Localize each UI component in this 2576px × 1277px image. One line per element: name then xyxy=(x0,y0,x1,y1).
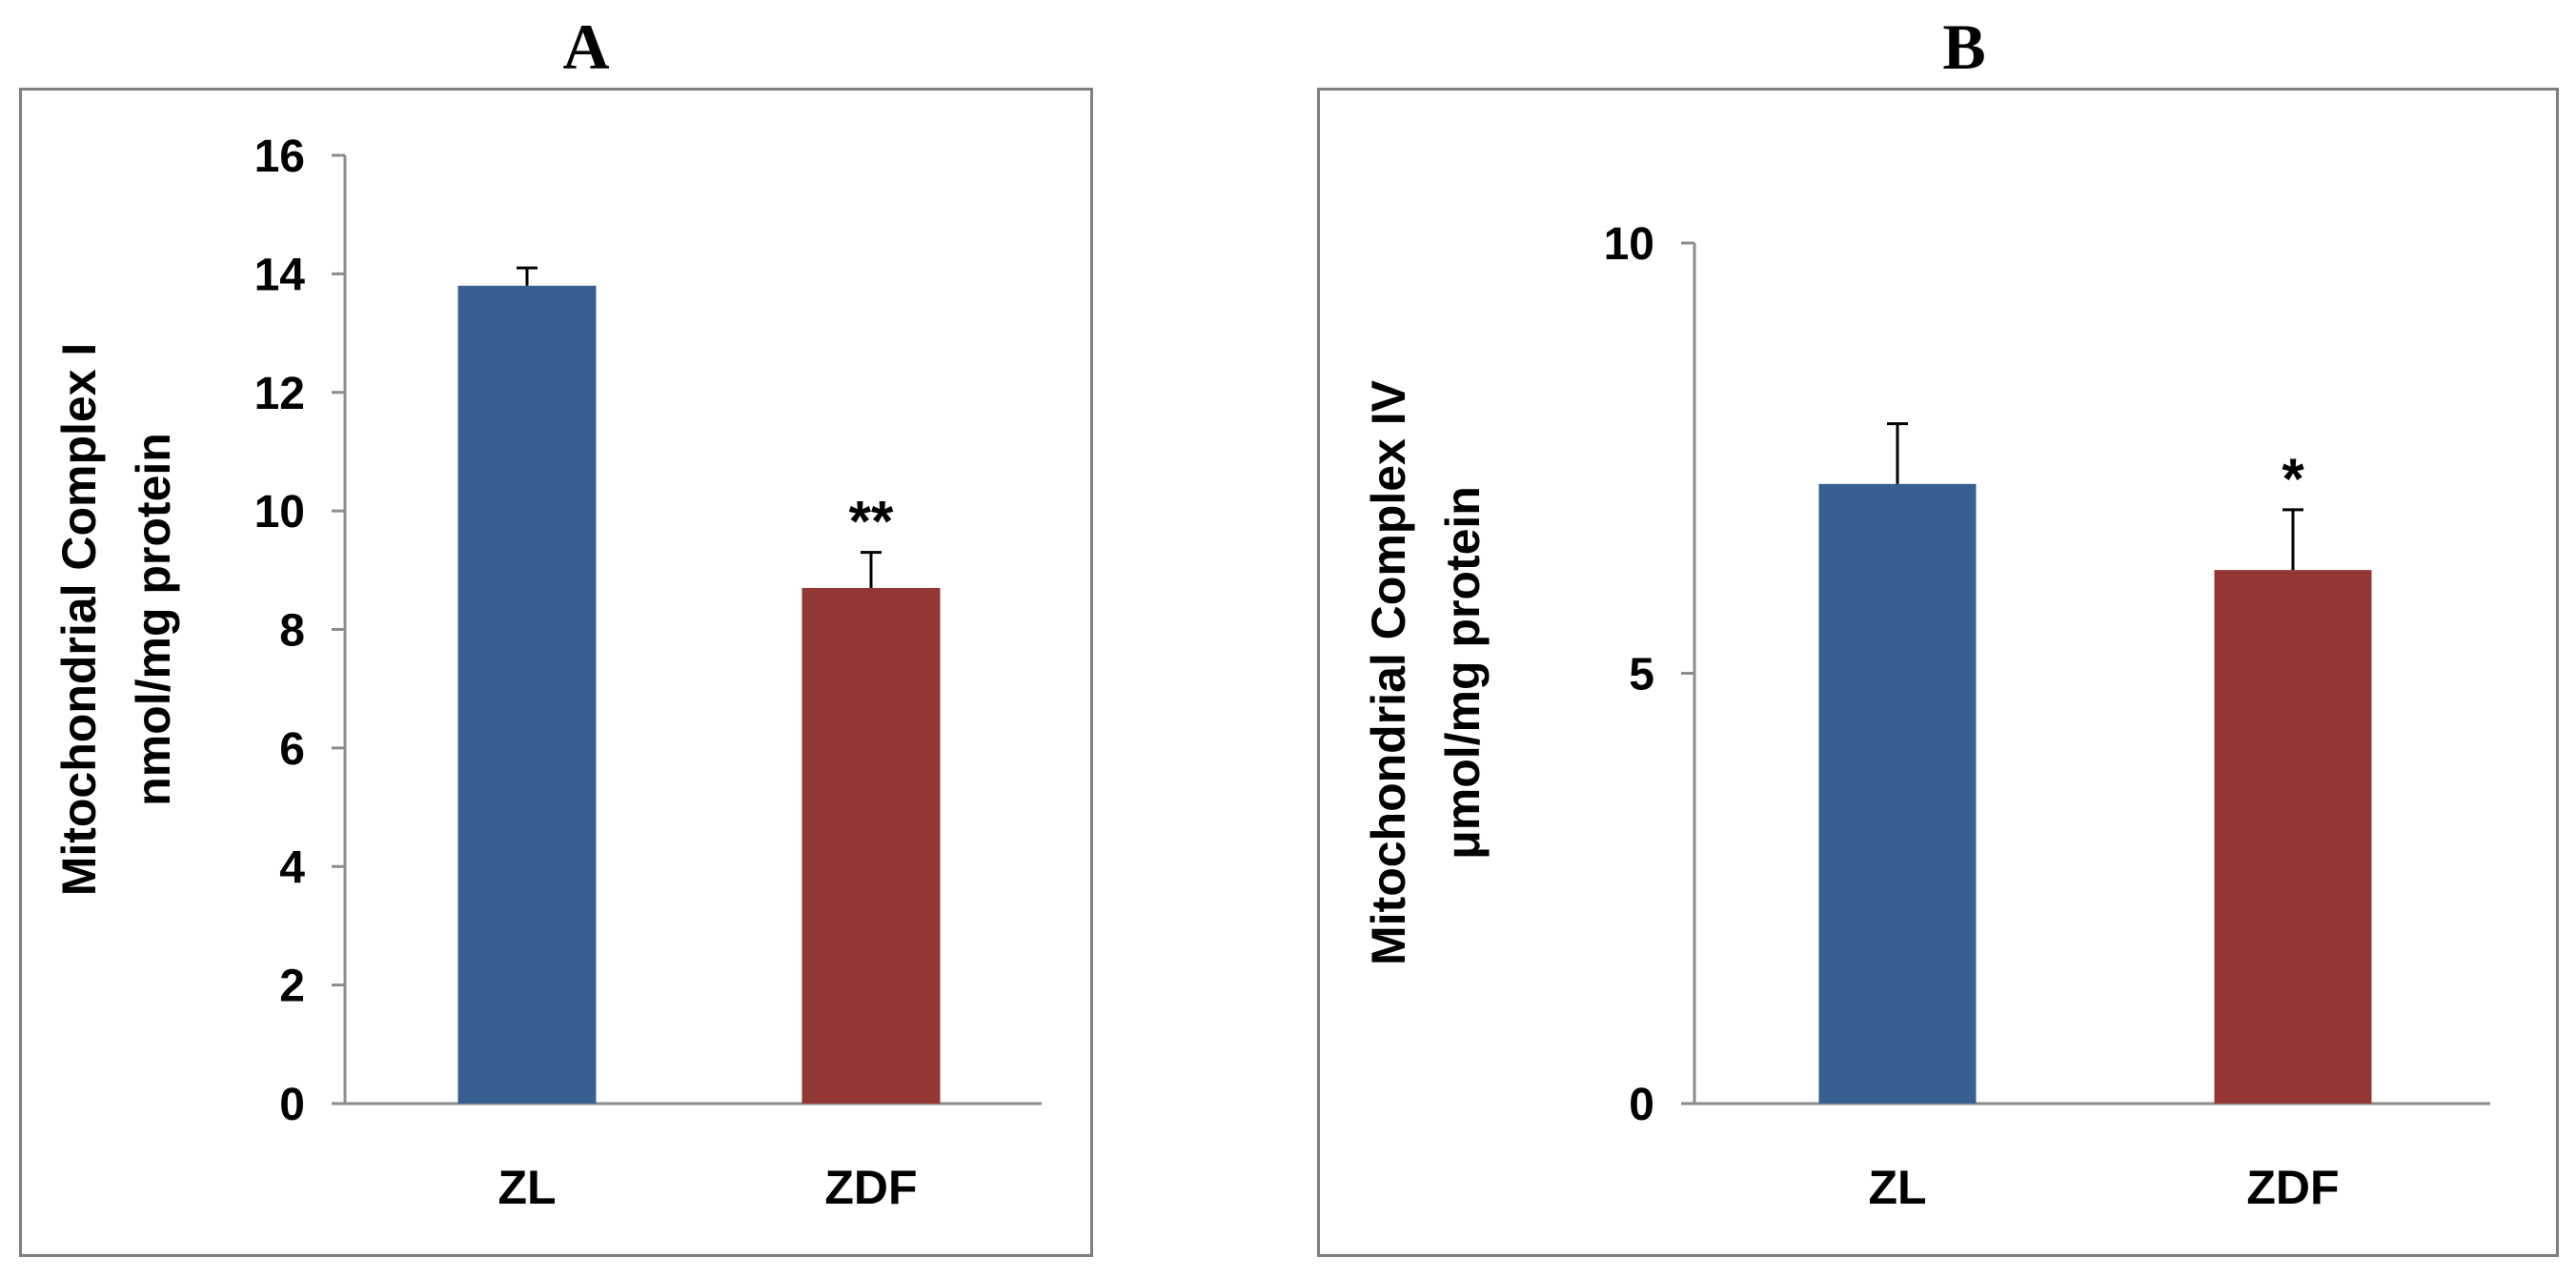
chart-a-bar-zdf xyxy=(801,587,941,1104)
chart-b-ytick-label-0: 0 xyxy=(1629,1080,1654,1130)
chart-b-bar-zl xyxy=(1818,483,1977,1105)
chart-b-ytick-label-2: 10 xyxy=(1604,219,1654,270)
chart-b-bar-zdf xyxy=(2214,570,2372,1104)
chart-b-frame xyxy=(1317,88,2559,1257)
chart-a-ytick-label-4: 8 xyxy=(279,606,305,657)
chart-b-category-label-0: ZL xyxy=(1868,1161,1926,1214)
chart-b-significance-1: * xyxy=(2282,447,2304,511)
chart-a-ytick-label-3: 6 xyxy=(279,724,305,775)
chart-a-ytick-label-8: 16 xyxy=(254,132,305,182)
chart-a-category-label-1: ZDF xyxy=(824,1161,917,1214)
chart-b-ytick-label-1: 5 xyxy=(1629,650,1654,700)
chart-a-ytick-label-7: 14 xyxy=(254,250,306,300)
chart-a-frame xyxy=(19,88,1093,1257)
panel-b-title: B xyxy=(1942,10,1986,83)
chart-b-ylabel-line2: μmol/mg protein xyxy=(1436,486,1490,860)
chart-a-category-label-0: ZL xyxy=(497,1161,556,1214)
chart-a-ytick-label-6: 12 xyxy=(254,369,305,419)
chart-a-significance-1: ** xyxy=(849,490,894,554)
chart-a-ytick-label-2: 4 xyxy=(279,842,305,893)
panel-a-title: A xyxy=(562,10,610,83)
chart-a-ytick-label-1: 2 xyxy=(279,962,305,1012)
chart-a-ytick-label-5: 10 xyxy=(254,487,305,537)
chart-a-ylabel-line2: nmol/mg protein xyxy=(127,433,180,806)
chart-a-ylabel-line1: Mitochondrial Complex I xyxy=(52,343,106,897)
chart-a-ytick-label-0: 0 xyxy=(279,1080,305,1130)
chart-a-bar-zl xyxy=(457,285,597,1104)
chart-b-ylabel-line1: Mitochondrial Complex IV xyxy=(1362,379,1415,965)
chart-b-category-label-1: ZDF xyxy=(2246,1161,2339,1214)
